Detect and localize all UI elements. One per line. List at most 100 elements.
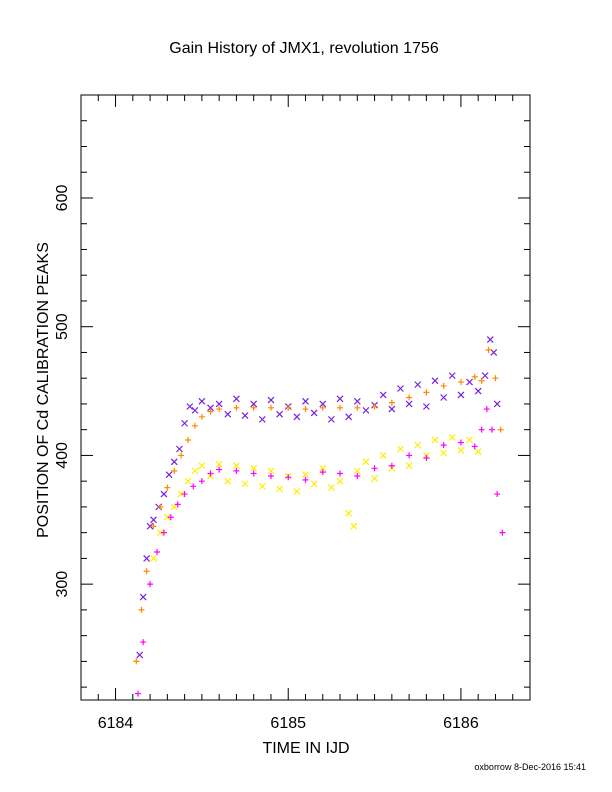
data-point — [153, 548, 160, 555]
data-point — [319, 400, 327, 408]
data-point — [497, 426, 504, 433]
data-point — [216, 466, 223, 473]
data-point — [150, 523, 157, 530]
data-point — [207, 470, 214, 477]
data-point — [267, 404, 274, 411]
data-point — [143, 568, 150, 575]
data-point — [457, 391, 465, 399]
y-tick-label: 400 — [54, 442, 71, 469]
data-point — [414, 381, 422, 389]
data-point — [499, 529, 506, 536]
data-point — [191, 467, 199, 475]
x-axis-label: TIME IN IJD — [262, 740, 349, 757]
data-point — [423, 455, 430, 461]
data-point — [150, 516, 157, 524]
series-2 — [133, 346, 504, 665]
x-tick-label: 6184 — [98, 715, 134, 732]
data-point — [170, 458, 178, 466]
data-point — [319, 469, 326, 476]
data-point — [337, 470, 344, 477]
data-point — [198, 478, 205, 485]
data-point — [406, 452, 413, 459]
data-point — [448, 372, 456, 380]
data-point — [140, 639, 147, 646]
data-point — [160, 490, 168, 498]
data-point — [474, 387, 482, 395]
data-point — [492, 375, 499, 382]
series-3 — [150, 433, 482, 562]
data-point — [494, 491, 501, 498]
data-point — [241, 412, 249, 419]
data-point — [388, 399, 395, 406]
data-point — [177, 490, 185, 498]
data-point — [191, 422, 198, 429]
data-point — [327, 484, 335, 492]
data-point — [250, 470, 257, 477]
data-point — [157, 503, 164, 510]
data-point — [440, 442, 447, 449]
data-point — [258, 415, 266, 423]
data-point — [216, 406, 223, 413]
data-point — [181, 491, 188, 498]
data-point — [485, 346, 492, 353]
data-point — [157, 529, 164, 537]
data-point — [241, 480, 249, 488]
data-point — [267, 396, 275, 404]
data-point — [371, 475, 379, 483]
data-point — [422, 403, 430, 410]
data-point — [337, 404, 344, 411]
data-point — [388, 462, 395, 469]
data-point — [471, 443, 478, 450]
data-point — [371, 403, 378, 410]
data-point — [258, 482, 266, 490]
data-point — [489, 426, 496, 433]
data-point — [354, 473, 361, 480]
chart-title: Gain History of JMX1, revolution 1756 — [169, 40, 439, 57]
data-point — [466, 436, 473, 444]
data-point — [405, 462, 413, 470]
y-tick-label: 500 — [54, 313, 71, 340]
data-point — [233, 467, 240, 474]
data-point — [354, 404, 361, 411]
data-point — [164, 484, 171, 491]
data-point — [493, 400, 501, 408]
data-point — [186, 403, 194, 410]
data-point — [388, 405, 396, 413]
data-point — [167, 514, 174, 521]
data-point — [345, 509, 353, 517]
data-point — [431, 436, 439, 444]
x-tick-label: 6186 — [443, 715, 479, 732]
data-point — [474, 448, 482, 455]
data-point — [319, 464, 327, 472]
data-point — [336, 477, 344, 485]
data-point — [165, 471, 173, 479]
data-point — [310, 480, 318, 488]
data-point — [176, 445, 183, 453]
data-point — [276, 410, 284, 418]
data-point — [440, 449, 448, 457]
data-point — [207, 408, 214, 415]
data-point — [150, 554, 157, 562]
data-point — [276, 485, 284, 493]
data-point — [267, 467, 275, 475]
y-axis-label: POSITION OF Cd CALIBRATION PEAKS — [35, 242, 52, 538]
footer-stamp: oxborrow 8-Dec-2016 15:41 — [474, 762, 586, 772]
series-1 — [136, 336, 501, 659]
data-point — [353, 397, 361, 405]
data-point — [147, 581, 154, 588]
y-tick-label: 600 — [54, 185, 71, 212]
data-point — [163, 513, 171, 521]
data-point — [139, 593, 147, 601]
data-point — [302, 397, 309, 405]
data-point — [483, 406, 490, 413]
data-point — [478, 377, 485, 384]
data-point — [350, 522, 358, 530]
data-point — [293, 488, 301, 495]
data-point — [250, 404, 257, 411]
y-tick-label: 300 — [54, 571, 71, 598]
data-point — [198, 462, 206, 470]
data-point — [431, 377, 439, 385]
data-point — [336, 395, 344, 403]
data-point — [181, 419, 189, 427]
